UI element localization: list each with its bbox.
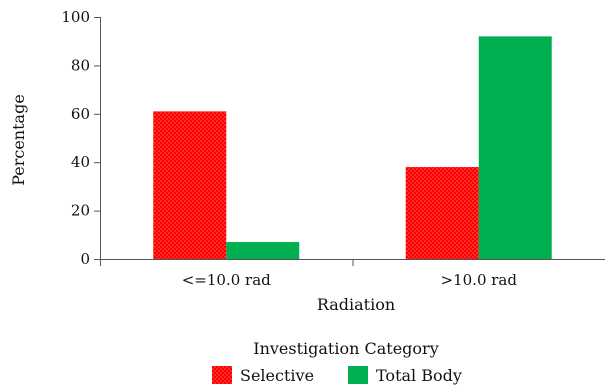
bar-selective xyxy=(153,111,227,259)
legend-label-selective: Selective xyxy=(240,366,314,385)
bar-total-body xyxy=(226,242,300,259)
y-tick-label: 20 xyxy=(71,202,90,220)
legend-swatch-total-body xyxy=(348,366,368,384)
bar-total-body xyxy=(478,36,552,259)
y-tick-label: 80 xyxy=(71,56,90,74)
x-axis-title: Radiation xyxy=(317,295,395,314)
bar-selective xyxy=(405,167,479,259)
y-tick-label: 100 xyxy=(61,8,90,26)
bars-group xyxy=(153,36,552,259)
y-axis-ticks: 0 20 40 60 80 100 xyxy=(61,8,100,268)
legend-items: Selective Total Body xyxy=(212,366,462,385)
legend-title: Investigation Category xyxy=(253,339,438,358)
x-tick-label: >10.0 rad xyxy=(441,271,518,289)
x-tick-label: <=10.0 rad xyxy=(182,271,271,289)
legend-label-total-body: Total Body xyxy=(376,366,462,385)
legend: Investigation Category Selective Total Bo… xyxy=(212,339,462,385)
y-axis-title: Percentage xyxy=(9,94,28,186)
y-tick-label: 0 xyxy=(80,250,90,268)
y-tick-label: 40 xyxy=(71,153,90,171)
y-tick-label: 60 xyxy=(71,105,90,123)
x-axis-ticks: <=10.0 rad >10.0 rad xyxy=(100,259,518,289)
legend-swatch-selective xyxy=(212,366,232,384)
